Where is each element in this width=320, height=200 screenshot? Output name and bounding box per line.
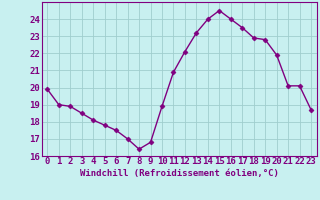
X-axis label: Windchill (Refroidissement éolien,°C): Windchill (Refroidissement éolien,°C) (80, 169, 279, 178)
